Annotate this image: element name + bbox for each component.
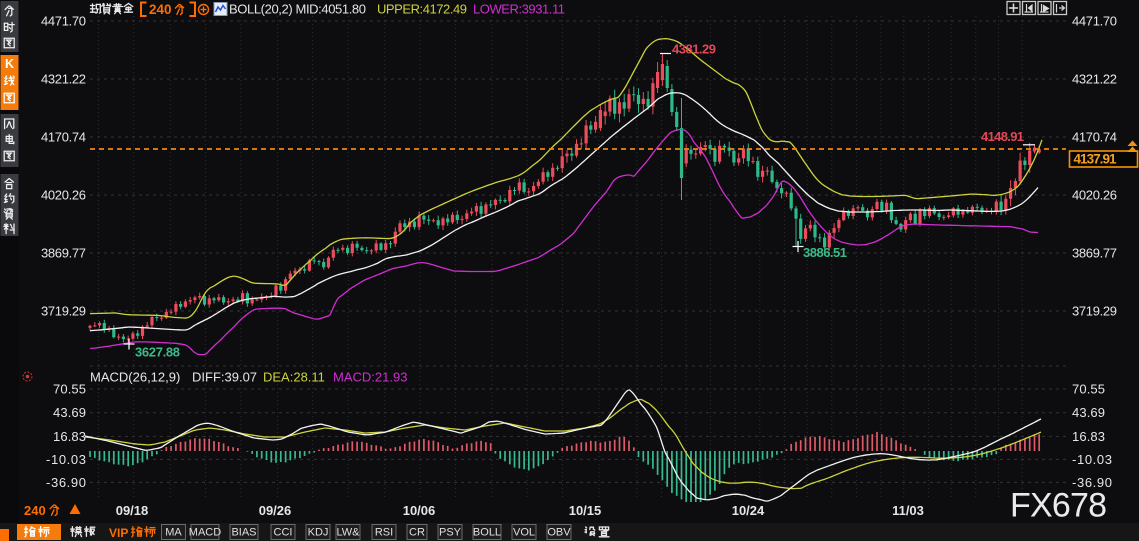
svg-text:11/03: 11/03 xyxy=(892,503,924,518)
svg-text:MACD:21.93: MACD:21.93 xyxy=(333,370,407,385)
svg-text:43.69: 43.69 xyxy=(53,405,86,420)
svg-text:-36.90: -36.90 xyxy=(46,475,86,490)
svg-text:4471.70: 4471.70 xyxy=(41,14,86,29)
svg-text:3886.51: 3886.51 xyxy=(803,245,847,260)
svg-text:4321.22: 4321.22 xyxy=(1072,72,1117,87)
svg-text:70.55: 70.55 xyxy=(53,382,86,397)
svg-text:3869.77: 3869.77 xyxy=(41,246,86,261)
svg-text:RSI: RSI xyxy=(375,527,393,539)
svg-text:10/06: 10/06 xyxy=(403,503,436,518)
svg-text:4148.91: 4148.91 xyxy=(981,129,1024,144)
svg-text:UPPER:4172.49: UPPER:4172.49 xyxy=(377,2,467,17)
svg-text:4020.26: 4020.26 xyxy=(41,188,86,203)
svg-text:240: 240 xyxy=(24,503,46,518)
svg-text:3627.88: 3627.88 xyxy=(135,345,180,360)
svg-text:DIFF:39.07: DIFF:39.07 xyxy=(192,370,257,385)
svg-text:70.55: 70.55 xyxy=(1072,382,1105,397)
svg-text:4137.91: 4137.91 xyxy=(1074,152,1117,167)
svg-text:MA: MA xyxy=(165,527,182,539)
svg-text:DEA:28.11: DEA:28.11 xyxy=(263,370,325,385)
svg-text:CCI: CCI xyxy=(274,527,293,539)
svg-text:FX678: FX678 xyxy=(1010,487,1107,525)
svg-text:16.83: 16.83 xyxy=(1072,429,1105,444)
svg-text:KDJ: KDJ xyxy=(308,527,329,539)
svg-text:240: 240 xyxy=(149,2,172,17)
svg-text:3869.77: 3869.77 xyxy=(1072,246,1117,261)
svg-text:MACD(26,12,9): MACD(26,12,9) xyxy=(90,370,180,385)
svg-text:-10.03: -10.03 xyxy=(1072,452,1112,467)
svg-text:43.69: 43.69 xyxy=(1072,405,1105,420)
svg-text:BOLL(20,2) MID:4051.80: BOLL(20,2) MID:4051.80 xyxy=(229,2,366,17)
svg-text:4020.26: 4020.26 xyxy=(1072,188,1117,203)
svg-text:CR: CR xyxy=(409,527,425,539)
svg-text:VIP: VIP xyxy=(109,526,128,540)
svg-text:MACD: MACD xyxy=(189,527,221,539)
svg-text:3719.29: 3719.29 xyxy=(41,304,86,319)
svg-text:VOL: VOL xyxy=(513,527,535,539)
svg-text:LOWER:3931.11: LOWER:3931.11 xyxy=(473,2,565,17)
svg-text:BIAS: BIAS xyxy=(231,527,256,539)
svg-text:3719.29: 3719.29 xyxy=(1072,304,1117,319)
svg-text:09/26: 09/26 xyxy=(259,503,292,518)
svg-text:-36.90: -36.90 xyxy=(1072,475,1112,490)
svg-text:PSY: PSY xyxy=(439,527,462,539)
svg-text:4170.74: 4170.74 xyxy=(1072,130,1117,145)
svg-text:4381.29: 4381.29 xyxy=(672,42,716,57)
svg-text:4321.22: 4321.22 xyxy=(41,72,86,87)
svg-text:OBV: OBV xyxy=(547,527,571,539)
svg-text:LW&: LW& xyxy=(336,527,360,539)
svg-text:-10.03: -10.03 xyxy=(46,452,86,467)
svg-text:BOLL: BOLL xyxy=(473,527,501,539)
svg-text:10/24: 10/24 xyxy=(732,503,765,518)
svg-text:4471.70: 4471.70 xyxy=(1072,14,1117,29)
svg-text:16.83: 16.83 xyxy=(53,429,86,444)
svg-text:10/15: 10/15 xyxy=(569,503,602,518)
svg-text:09/18: 09/18 xyxy=(116,503,149,518)
svg-text:K: K xyxy=(5,57,14,71)
svg-text:4170.74: 4170.74 xyxy=(41,130,86,145)
